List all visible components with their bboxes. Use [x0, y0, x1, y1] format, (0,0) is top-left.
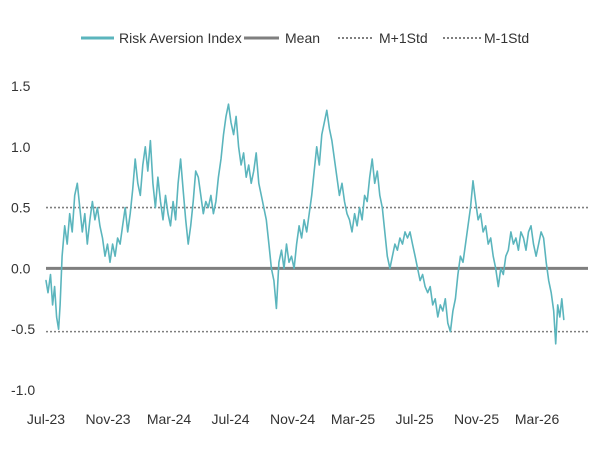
risk-aversion-index-line — [46, 104, 564, 344]
x-tick-label: Nov-24 — [270, 411, 315, 427]
series-lines — [46, 104, 564, 344]
y-axis-tick-labels: -1.0 -0.5 0.0 0.5 1.0 1.5 — [11, 78, 35, 398]
legend-label-m-plus-1std: M+1Std — [379, 30, 428, 46]
x-tick-label: Mar-25 — [331, 411, 376, 427]
x-tick-label: Jul-25 — [395, 411, 433, 427]
x-tick-label: Nov-23 — [85, 411, 130, 427]
legend-item-m-plus-1std: M+1Std — [338, 30, 428, 46]
y-tick-label: 0.5 — [11, 200, 31, 216]
y-tick-label: -0.5 — [11, 321, 35, 337]
legend: Risk Aversion Index Mean M+1Std M-1Std — [81, 30, 529, 46]
legend-label-mean: Mean — [285, 30, 320, 46]
legend-label-risk-aversion-index: Risk Aversion Index — [119, 30, 242, 46]
y-tick-label: -1.0 — [11, 382, 35, 398]
x-tick-label: Nov-25 — [454, 411, 499, 427]
legend-item-mean: Mean — [244, 30, 320, 46]
legend-item-m-minus-1std: M-1Std — [443, 30, 529, 46]
y-tick-label: 1.5 — [11, 78, 31, 94]
x-tick-label: Mar-24 — [147, 411, 192, 427]
x-axis-tick-labels: Jul-23 Nov-23 Mar-24 Jul-24 Nov-24 Mar-25 Jul-… — [27, 411, 560, 427]
y-tick-label: 1.0 — [11, 139, 31, 155]
x-tick-label: Mar-26 — [515, 411, 560, 427]
y-tick-label: 0.0 — [11, 260, 31, 276]
legend-label-m-minus-1std: M-1Std — [484, 30, 529, 46]
legend-item-risk-aversion-index: Risk Aversion Index — [81, 30, 242, 46]
x-tick-label: Jul-24 — [211, 411, 249, 427]
x-tick-label: Jul-23 — [27, 411, 65, 427]
